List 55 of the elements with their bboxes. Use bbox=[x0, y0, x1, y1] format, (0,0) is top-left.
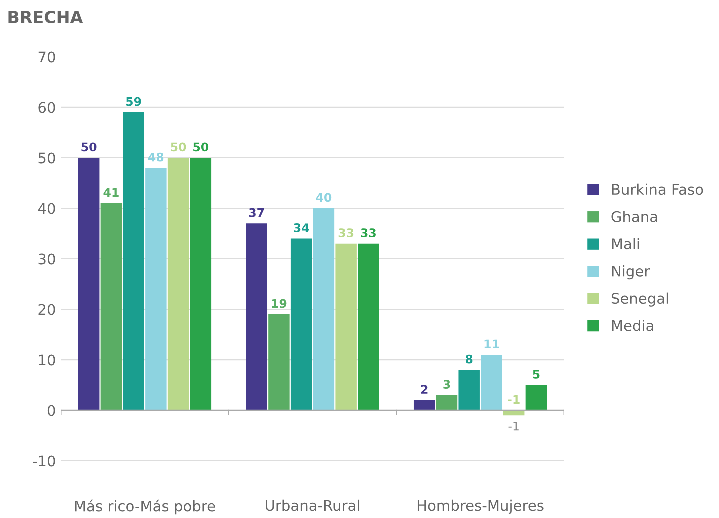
data-label: 33 bbox=[338, 228, 354, 238]
bar bbox=[190, 158, 212, 411]
bar bbox=[358, 244, 380, 411]
data-label: 37 bbox=[249, 208, 264, 218]
y-tick-label: 60 bbox=[38, 102, 56, 114]
bar bbox=[290, 238, 312, 411]
bar bbox=[526, 385, 548, 411]
data-label: 11 bbox=[484, 340, 500, 348]
bar bbox=[246, 224, 268, 411]
data-label: 3 bbox=[444, 380, 450, 390]
data-label: 41 bbox=[104, 188, 119, 197]
legend-label: Mali bbox=[612, 238, 640, 250]
bar bbox=[336, 244, 357, 411]
y-tick-label: -10 bbox=[33, 456, 56, 467]
bar bbox=[100, 203, 122, 411]
legend-label: Niger bbox=[612, 266, 650, 280]
y-tick-label: 0 bbox=[48, 405, 56, 416]
data-label: 33 bbox=[361, 228, 376, 238]
legend-label: Ghana bbox=[612, 211, 658, 222]
data-label: 59 bbox=[126, 97, 142, 106]
data-label: 50 bbox=[194, 142, 209, 152]
data-label: 2 bbox=[421, 385, 428, 394]
legend-label: Media bbox=[612, 320, 654, 332]
legend-label: Senegal bbox=[612, 292, 668, 307]
bar bbox=[168, 158, 190, 411]
y-tick-label: 20 bbox=[38, 304, 56, 316]
data-label: 5 bbox=[533, 370, 540, 379]
bar bbox=[481, 354, 502, 411]
data-label: 50 bbox=[82, 142, 97, 152]
bar bbox=[313, 208, 335, 411]
data-label: 40 bbox=[316, 193, 332, 202]
x-tick-label: Más rico-Más pobre bbox=[75, 500, 216, 515]
data-label: 8 bbox=[466, 354, 473, 364]
bar bbox=[123, 112, 144, 411]
data-label: 48 bbox=[148, 152, 164, 162]
bar bbox=[78, 158, 100, 411]
bar bbox=[436, 395, 458, 411]
x-tick-label: Urbana-Rural bbox=[266, 500, 360, 512]
data-label: 34 bbox=[294, 224, 310, 232]
annotation: -1 bbox=[508, 395, 520, 404]
y-tick-label: 40 bbox=[38, 203, 56, 214]
bar bbox=[414, 400, 436, 411]
y-tick-label: 70 bbox=[38, 52, 56, 63]
chart-title: BRECHA bbox=[8, 10, 84, 24]
y-tick-label: 30 bbox=[38, 254, 56, 265]
data-label: 50 bbox=[171, 142, 186, 152]
data-label: -1 bbox=[508, 422, 519, 431]
x-tick-label: Hombres-Mujeres bbox=[418, 500, 544, 514]
data-label: 19 bbox=[272, 299, 287, 308]
legend-label: Burkina Faso bbox=[612, 184, 704, 196]
bar bbox=[458, 370, 480, 411]
bar bbox=[146, 168, 167, 411]
bar bbox=[268, 314, 290, 411]
y-tick-label: 50 bbox=[38, 152, 56, 164]
y-tick-label: 10 bbox=[39, 354, 56, 366]
